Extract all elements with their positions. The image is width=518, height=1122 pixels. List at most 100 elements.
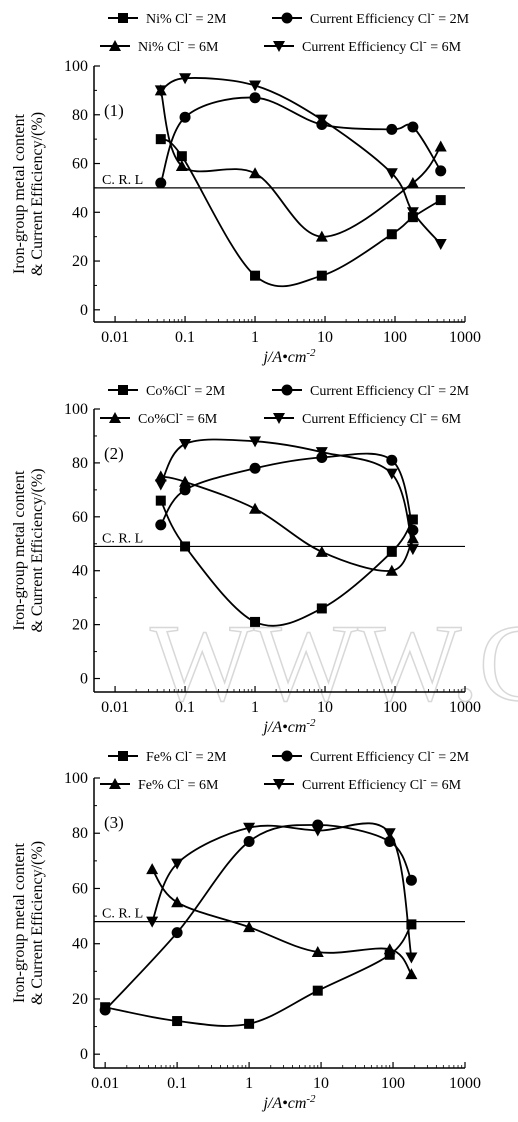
chart-panel-3: Fe% Cl- = 2M Current Efficiency Cl- = 2M F…: [11, 746, 481, 1112]
legend-label: Current Efficiency Cl- = 2M: [310, 8, 470, 27]
data-point: [172, 1016, 183, 1027]
data-point: [384, 949, 395, 960]
data-point: [244, 1018, 255, 1029]
data-point: [249, 436, 262, 448]
x-tick-label: 0.1: [167, 1075, 187, 1092]
legend-entry: Ni% Cl- = 6M: [100, 36, 219, 55]
legend-marker: [273, 413, 285, 424]
series-line: [160, 77, 442, 245]
y-tick-label: 100: [64, 770, 88, 787]
legend-label: Fe% Cl- = 6M: [138, 774, 219, 793]
y-tick-label: 100: [64, 401, 88, 418]
series-triangle-up: [154, 84, 447, 242]
data-point: [249, 80, 262, 92]
data-point: [243, 836, 255, 848]
data-point: [171, 858, 184, 870]
data-point: [383, 943, 396, 955]
y-tick-label: 40: [72, 936, 88, 953]
x-tick-label: 100: [381, 1075, 405, 1092]
x-tick-label: 10: [317, 699, 333, 716]
data-point: [406, 177, 419, 189]
y-tick-label: 100: [64, 58, 88, 75]
crl-label: C. R. L: [102, 531, 143, 546]
data-point: [175, 159, 188, 171]
y-tick-label: 0: [80, 1046, 88, 1063]
x-tick-label: 0.01: [101, 329, 129, 346]
x-axis-label: j/A•cm-2: [261, 717, 316, 736]
legend-entry: Ni% Cl- = 2M: [108, 8, 227, 27]
data-point: [315, 230, 328, 242]
data-point: [315, 114, 328, 126]
legend-entry: Current Efficiency Cl- = 2M: [272, 746, 470, 765]
data-point: [435, 195, 446, 206]
data-point: [311, 825, 324, 837]
series-triangle-up: [154, 470, 419, 576]
data-point: [99, 1004, 111, 1016]
legend-marker: [118, 13, 128, 23]
legend-entry: Fe% Cl- = 2M: [108, 746, 227, 765]
legend-marker: [109, 40, 121, 51]
legend-label: Fe% Cl- = 2M: [146, 746, 227, 765]
legend-entry: Fe% Cl- = 6M: [100, 774, 219, 793]
x-axis-label: j/A•cm-2: [261, 347, 316, 366]
x-tick-label: 1: [245, 1075, 253, 1092]
panel-label: (2): [104, 444, 124, 463]
data-point: [155, 495, 166, 506]
legend-marker: [273, 779, 285, 790]
series-triangle-up: [146, 863, 418, 980]
data-point: [385, 468, 398, 480]
data-point: [155, 134, 166, 145]
data-point: [407, 514, 418, 525]
legend-marker: [281, 750, 293, 762]
data-point: [435, 165, 447, 177]
data-point: [385, 168, 398, 180]
legend-entry: Current Efficiency Cl- = 2M: [272, 380, 470, 399]
data-point: [249, 502, 262, 514]
data-point: [311, 946, 324, 957]
legend-entry: Co%Cl- = 6M: [100, 408, 218, 427]
series-line: [160, 452, 414, 531]
data-point: [406, 544, 419, 556]
legend-marker: [281, 384, 293, 396]
series-line: [159, 90, 442, 238]
data-point: [405, 874, 417, 886]
series-line: [104, 923, 413, 1027]
data-point: [315, 447, 328, 459]
y-tick-label: 60: [72, 156, 88, 173]
data-point: [250, 270, 261, 281]
data-point: [179, 73, 192, 85]
series-triangle-down: [146, 822, 418, 964]
y-axis-label: Iron-group metal content: [11, 113, 28, 274]
legend-label: Co%Cl- = 6M: [138, 408, 218, 427]
panel-label: (1): [104, 101, 124, 120]
y-tick-label: 20: [72, 617, 88, 634]
x-tick-label: 10: [313, 1075, 329, 1092]
data-point: [316, 270, 327, 281]
legend-entry: Co%Cl- = 2M: [108, 380, 226, 399]
y-tick-label: 60: [72, 509, 88, 526]
series-circle: [155, 452, 419, 536]
data-point: [406, 919, 417, 930]
series-square: [155, 495, 418, 627]
y-tick-label: 40: [72, 563, 88, 580]
series-square: [100, 919, 417, 1029]
series-line: [151, 822, 413, 958]
y-tick-label: 80: [72, 107, 88, 124]
crl-label: C. R. L: [102, 907, 143, 922]
legend-label: Co%Cl- = 2M: [146, 380, 226, 399]
series-triangle-down: [154, 73, 447, 250]
data-point: [243, 921, 256, 933]
data-point: [155, 519, 167, 531]
data-point: [386, 454, 398, 466]
x-tick-label: 1000: [449, 329, 481, 346]
legend-marker: [118, 385, 128, 395]
data-point: [249, 167, 262, 179]
y-tick-label: 0: [80, 671, 88, 688]
y-tick-label: 40: [72, 204, 88, 221]
data-point: [179, 484, 191, 496]
y-tick-label: 20: [72, 253, 88, 270]
x-tick-label: 100: [383, 699, 407, 716]
series-line: [160, 475, 414, 572]
series-circle: [99, 819, 417, 1016]
